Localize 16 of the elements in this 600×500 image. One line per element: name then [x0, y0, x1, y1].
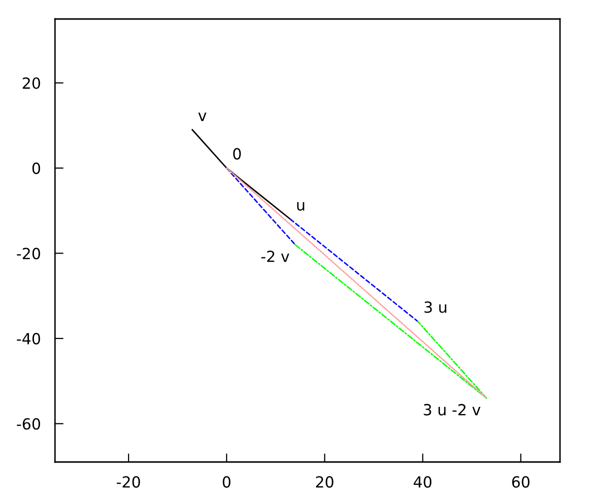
annotation: 3 u -2 v [424, 404, 480, 416]
y-tick-label: -60 [16, 418, 40, 430]
x-tick-label: 0 [222, 476, 230, 488]
annotation: 0 [233, 148, 241, 160]
annotation: u [297, 202, 304, 211]
annotation: v [198, 112, 206, 122]
x-tick-label: -20 [116, 476, 140, 488]
y-tick-label: -20 [16, 248, 40, 260]
x-tick-label: 20 [316, 476, 334, 488]
y-tick-label: -40 [16, 332, 40, 344]
annotation: -2 v [261, 250, 290, 262]
y-tick-label: 0 [32, 162, 40, 174]
annotation: 3 u [424, 301, 446, 313]
y-tick-label: 20 [22, 77, 40, 89]
x-tick-label: 60 [512, 476, 530, 488]
x-tick-label: 40 [414, 476, 432, 488]
